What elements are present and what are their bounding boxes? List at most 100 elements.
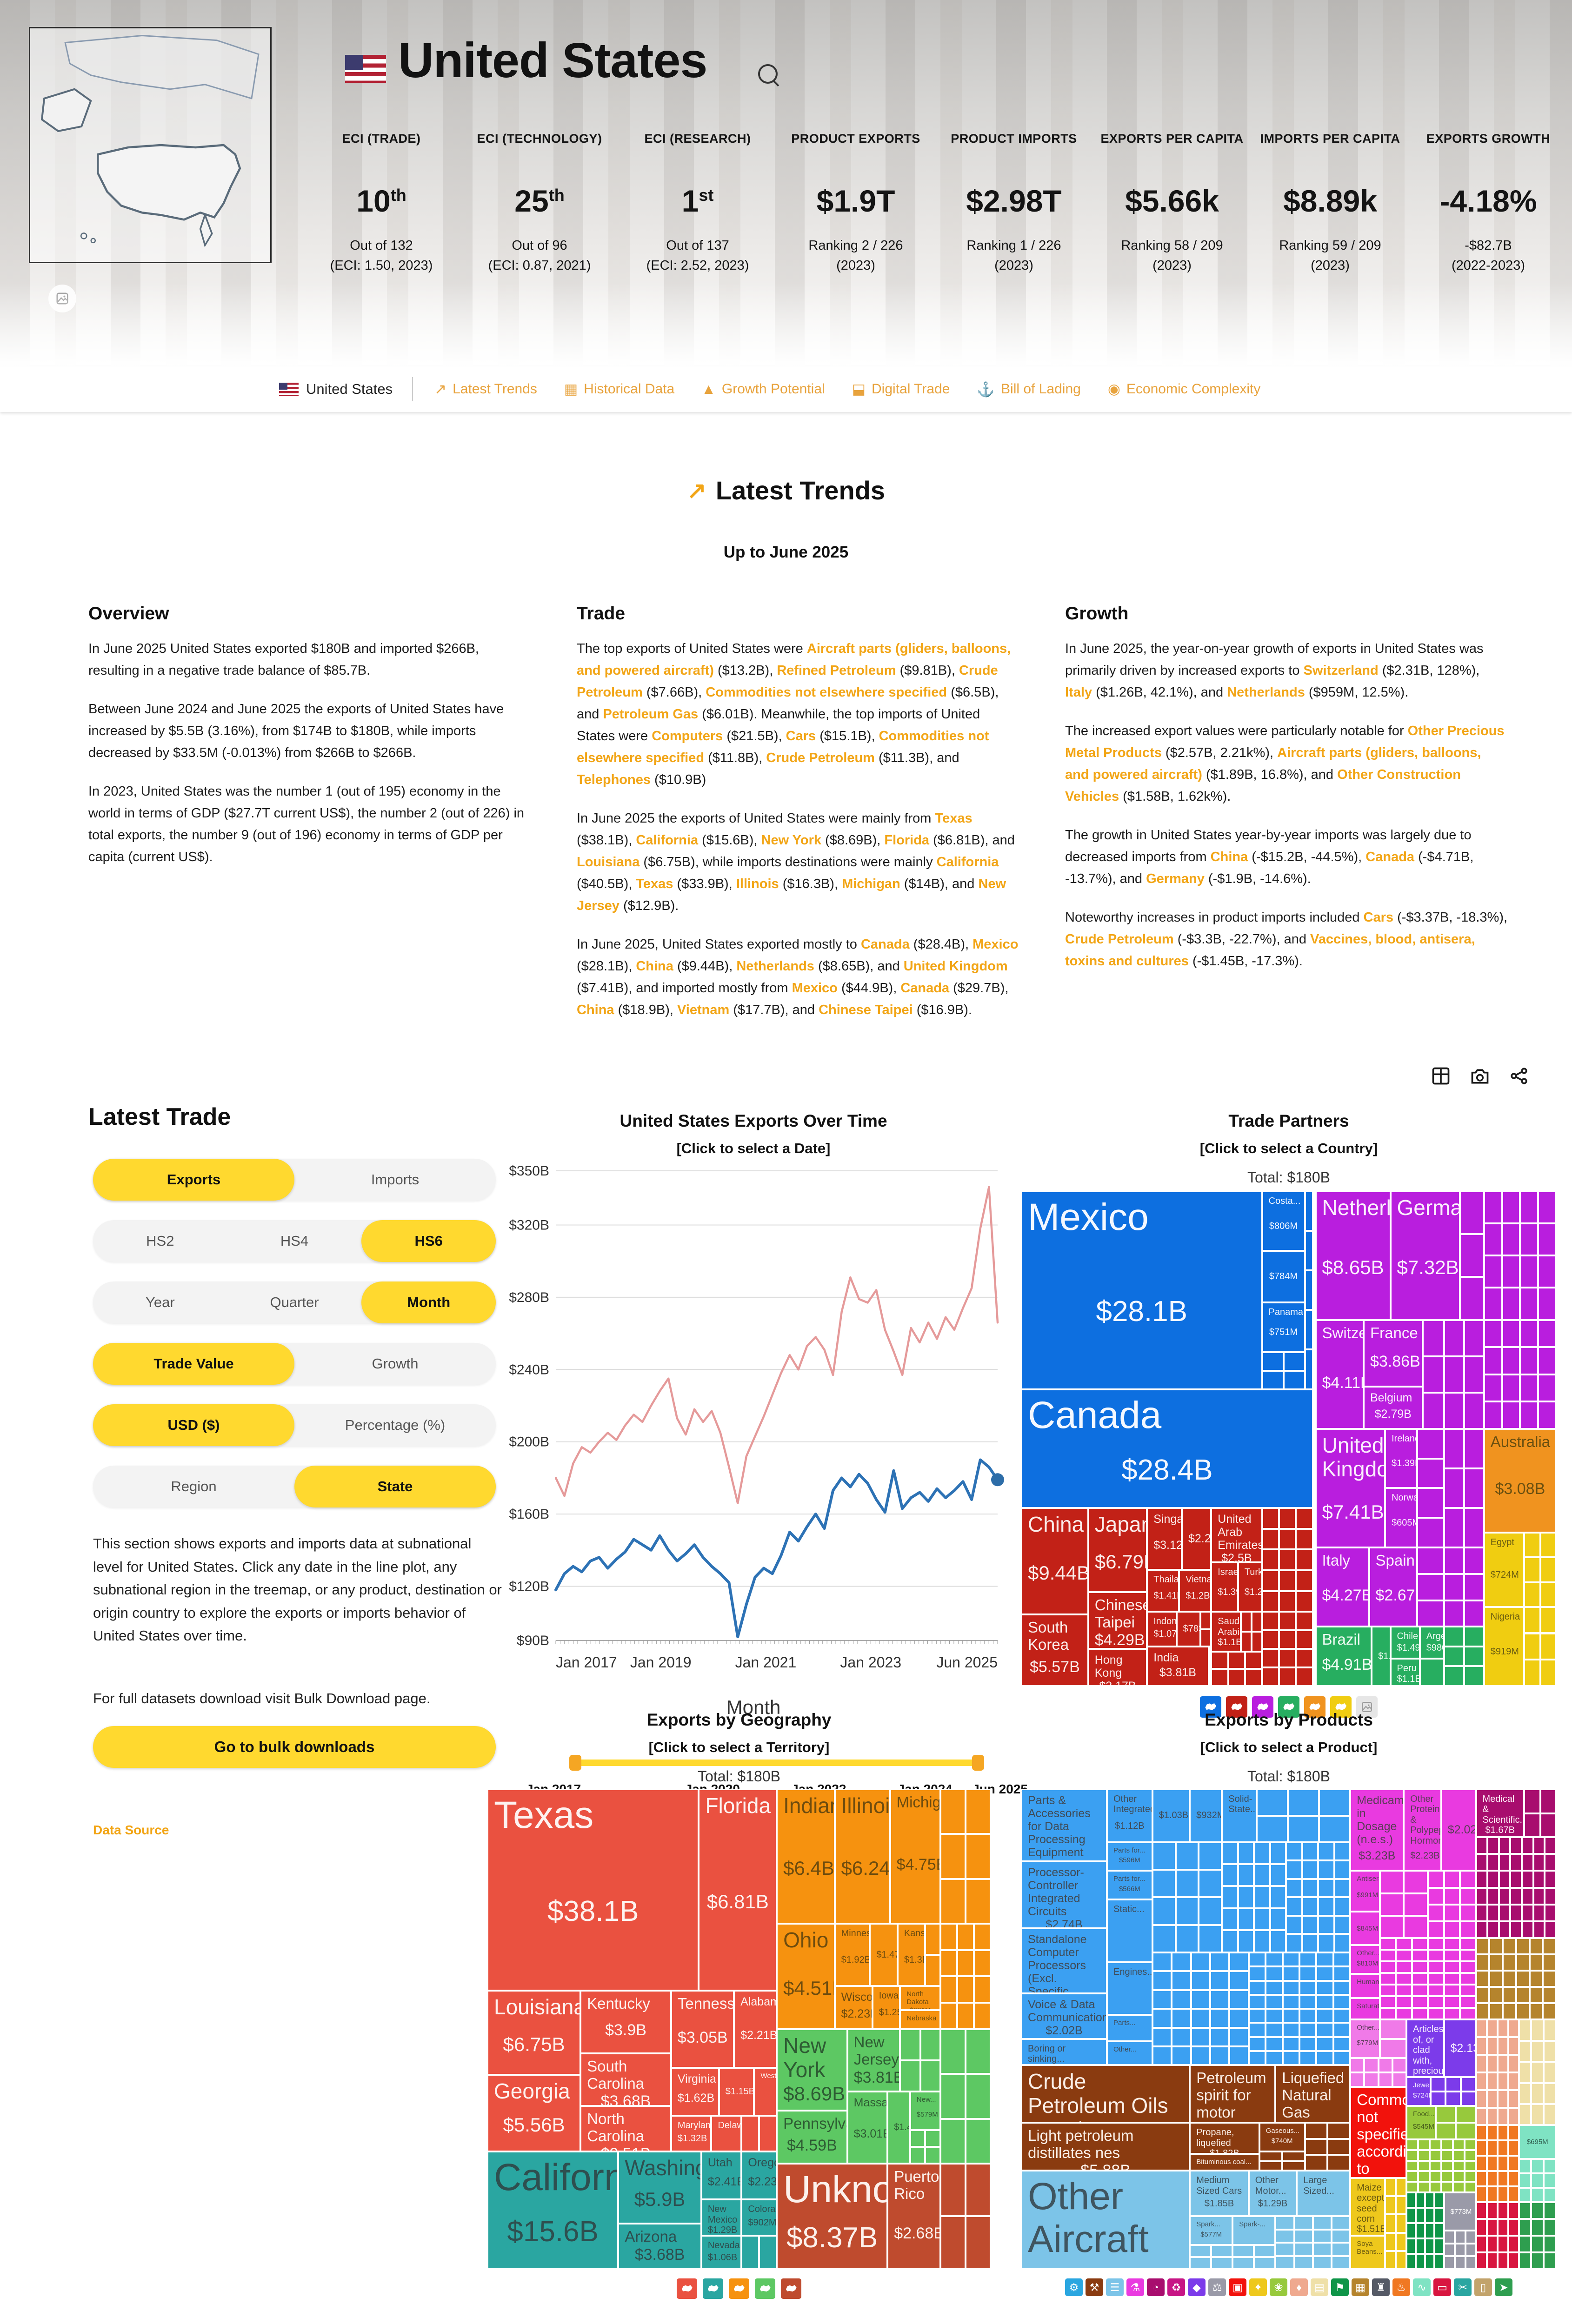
treemap-cell-small-other-green[interactable]: [1531, 2235, 1544, 2252]
treemap-cell-small-other-green[interactable]: [1544, 2202, 1556, 2219]
treemap-cell-small-machines[interactable]: [1316, 2051, 1333, 2065]
treemap-cell-small-wood-products[interactable]: [1416, 2207, 1425, 2223]
treemap-cell-small-asia[interactable]: [1262, 1630, 1279, 1649]
treemap-cell-small-asia[interactable]: [1296, 1507, 1313, 1529]
treemap-cell-small-europe[interactable]: [1520, 1223, 1539, 1256]
treemap-cell-small-machines[interactable]: [1210, 1971, 1230, 1990]
treemap-cell-small-mineral-products[interactable]: [1327, 2123, 1351, 2139]
treemap-cell-spark-[interactable]: Spark-...: [1232, 2216, 1276, 2245]
entity-link[interactable]: Other Construction Vehicles: [1065, 767, 1461, 804]
treemap-cell-small-animal-products[interactable]: [1497, 2107, 1508, 2125]
treemap-cell-small-machines[interactable]: [1299, 2051, 1317, 2065]
treemap-cell-small-europe[interactable]: [1538, 1223, 1556, 1256]
treemap-cell-small-machines[interactable]: [1270, 1864, 1286, 1886]
treemap-cell-france[interactable]: France $3.86B: [1364, 1320, 1423, 1387]
treemap-cell-small-wood-products[interactable]: [1434, 2207, 1444, 2223]
treemap-cell-small-precious-metals[interactable]: [1445, 2077, 1461, 2092]
treemap-cell-small-machines[interactable]: [1299, 2023, 1317, 2037]
treemap-cell-small-textiles[interactable]: [1508, 2171, 1519, 2187]
treemap-cell-small-machines[interactable]: [1316, 1952, 1333, 1967]
treemap-cell-small-instruments[interactable]: [1545, 1837, 1556, 1854]
treemap-cell-small-asia[interactable]: [1262, 1507, 1279, 1529]
legend-other-icon[interactable]: ➤: [1495, 2278, 1512, 2296]
treemap-cell-small-machines[interactable]: [1199, 1869, 1222, 1898]
treemap-cell-alabama[interactable]: Alabama$2.21B: [734, 1991, 777, 2068]
treemap-cell-small-machines[interactable]: [1282, 1952, 1299, 1967]
treemap-cell-small-stone-glass[interactable]: [1543, 1987, 1556, 2004]
treemap-cell-small-paper-goods[interactable]: [1519, 2019, 1532, 2041]
entity-link[interactable]: Netherlands: [736, 958, 814, 974]
entity-link[interactable]: Other Precious Metal Products: [1065, 723, 1505, 760]
treemap-cell-argentina[interactable]: Argentina$980M: [1419, 1627, 1444, 1659]
treemap-cell-small-animal-products[interactable]: [1476, 2072, 1487, 2090]
treemap-cell-solid-state-[interactable]: Solid-State...: [1222, 1789, 1257, 1842]
treemap-cell-small-europe[interactable]: [1464, 1356, 1484, 1393]
treemap-cell-small-textiles[interactable]: [1476, 2125, 1487, 2141]
treemap-cell-south-korea[interactable]: South Korea $5.57B: [1021, 1614, 1088, 1686]
treemap-cell-small-chemical-products[interactable]: [1428, 1938, 1444, 1950]
treemap-cell-small-midwest[interactable]: [940, 1879, 966, 1924]
treemap-cell-small-europe[interactable]: [1484, 1223, 1502, 1256]
treemap-cell-small-vegetable-products[interactable]: [1396, 2251, 1406, 2269]
treemap-cell-small-europe[interactable]: [1484, 1347, 1502, 1374]
treemap-cell-small-metals[interactable]: [1454, 2243, 1465, 2257]
entity-link[interactable]: Texas: [935, 810, 973, 826]
treemap-cell-small-machines[interactable]: [1270, 1930, 1286, 1952]
treemap-cell-small-machines[interactable]: [1191, 2027, 1210, 2046]
entity-link[interactable]: Louisiana: [577, 854, 640, 870]
treemap-cell-small-africa[interactable]: [1540, 1582, 1556, 1607]
treemap-cell-small-instruments[interactable]: [1540, 1813, 1556, 1838]
treemap-cell-small-midwest[interactable]: [973, 1976, 991, 2003]
treemap-cell-small-other-green[interactable]: [1544, 2218, 1556, 2236]
treemap-cell-unlabeled[interactable]: $1.47B: [870, 1923, 898, 1986]
treemap-cell-small-foodstuffs[interactable]: [1436, 2123, 1456, 2140]
treemap-cell-small-instruments[interactable]: [1476, 1887, 1488, 1905]
treemap-cell-small-europe[interactable]: [1502, 1191, 1520, 1224]
treemap-cell-small-europe[interactable]: [1464, 1574, 1484, 1600]
treemap-cell-small-machines[interactable]: [1191, 1990, 1210, 2009]
treemap-cell-small-footwear[interactable]: [1476, 2235, 1487, 2252]
treemap-cell-small-instruments[interactable]: [1522, 1904, 1533, 1921]
treemap-cell-unlabeled[interactable]: $695M: [1519, 2125, 1556, 2159]
treemap-cell-small-machines[interactable]: [1152, 1842, 1176, 1870]
treemap-cell-small-chemical-products[interactable]: [1428, 1921, 1444, 1938]
treemap-cell-australia[interactable]: Australia $3.08B: [1484, 1428, 1556, 1533]
treemap-cell-turkey[interactable]: Turkey$1.23B: [1238, 1562, 1262, 1612]
treemap-cell-ireland[interactable]: Ireland$1.39B: [1385, 1428, 1417, 1488]
treemap-cell-small-footwear[interactable]: [1486, 2218, 1498, 2236]
treemap-cell-small-machines[interactable]: [1270, 1842, 1286, 1864]
treemap-cell-small-instruments[interactable]: [1499, 1887, 1511, 1905]
treemap-cell-small-machines[interactable]: [1318, 1860, 1334, 1879]
treemap-cell-louisiana[interactable]: Louisiana $6.75B: [487, 1991, 581, 2075]
treemap-cell-small-europe[interactable]: [1417, 1518, 1444, 1548]
treemap-cell-small-machines[interactable]: [1238, 1864, 1254, 1886]
slider-handle-start[interactable]: [569, 1755, 581, 1771]
treemap-cell-medical-scientific-[interactable]: Medical & Scientific... $1.67B: [1476, 1789, 1524, 1838]
treemap-cell-small-foodstuffs[interactable]: [1406, 2182, 1418, 2192]
treemap-cell-small-machines[interactable]: [1319, 1815, 1351, 1842]
treemap-cell-small-foodstuffs[interactable]: [1452, 2171, 1465, 2182]
treemap-cell-small-midwest[interactable]: [940, 1834, 966, 1879]
treemap-cell-small-instruments[interactable]: [1533, 1921, 1545, 1938]
treemap-cell-small-other-chemicals[interactable]: [1379, 2038, 1406, 2058]
treemap-cell-small-chemical-products[interactable]: [1428, 1949, 1444, 1962]
entity-link[interactable]: Aircraft parts (gliders, balloons, and p…: [577, 641, 1011, 678]
treemap-cell-small-asia[interactable]: [1296, 1612, 1313, 1631]
treemap-cell-small-europe[interactable]: [1484, 1374, 1502, 1402]
treemap-cell-small-instruments[interactable]: [1487, 1921, 1499, 1938]
treemap-cell-small-instruments[interactable]: [1476, 1904, 1488, 1921]
treemap-cell-small-unknown[interactable]: [940, 2216, 966, 2269]
treemap-cell-small-instruments[interactable]: [1476, 1921, 1488, 1938]
treemap-cell-small-footwear[interactable]: [1486, 2252, 1498, 2269]
treemap-cell-north-carolina[interactable]: North Carolina$3.51B: [580, 2106, 671, 2152]
treemap-cell-small-instruments[interactable]: [1522, 1854, 1533, 1871]
treemap-cell-maize-except-seed-corn[interactable]: Maize except seed corn $1.51B: [1350, 2178, 1385, 2236]
treemap-cell-small-paper-goods[interactable]: [1519, 2083, 1532, 2104]
treemap-cell-small-paper-goods[interactable]: [1544, 2062, 1556, 2083]
treemap-cell-small-textiles[interactable]: [1476, 2156, 1487, 2171]
treemap-cell-small-machines[interactable]: [1266, 1952, 1283, 1967]
treemap-cell-small-europe[interactable]: [1538, 1255, 1556, 1288]
treemap-cell-antisera-[interactable]: Antisera...$991M: [1350, 1871, 1380, 1912]
treemap-cell-medicaments-in-dosage-n-e-s-[interactable]: Medicaments in Dosage (n.e.s.)$3.23B: [1350, 1789, 1404, 1871]
treemap-cell-small-instruments[interactable]: [1545, 1904, 1556, 1921]
